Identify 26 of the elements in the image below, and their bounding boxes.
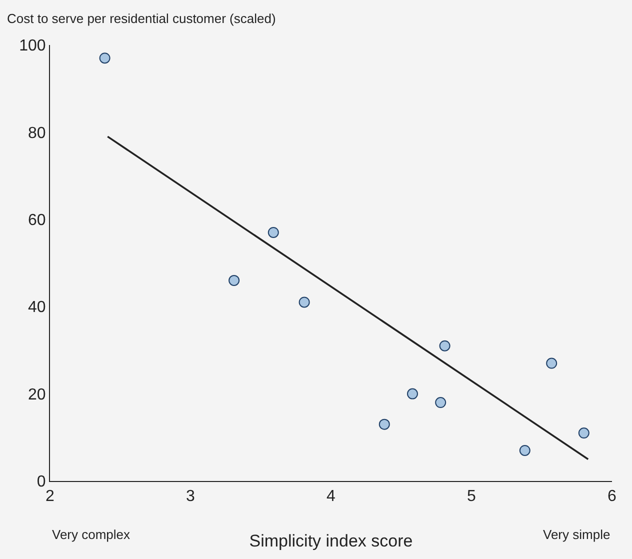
- y-tick-label: 40: [28, 299, 46, 316]
- point: [298, 296, 310, 308]
- point: [99, 52, 110, 64]
- point: [406, 388, 418, 400]
- text: Very complex: [52, 527, 131, 542]
- point: [519, 444, 530, 456]
- y-tick-label: 20: [28, 386, 46, 404]
- x-tick-label: 2: [46, 488, 55, 506]
- x-tick-label: 5: [467, 488, 476, 506]
- point: [578, 428, 590, 439]
- text: Very simple: [543, 527, 610, 542]
- y-tick-label: 60: [28, 212, 46, 229]
- y-axis-title: Cost to serve per residential customer (scaled): [7, 11, 276, 26]
- y-tick-label: 0: [36, 474, 46, 491]
- x-tick-label: 6: [608, 488, 617, 506]
- x-tick-label: 4: [326, 488, 336, 506]
- x-tick-label: 3: [186, 488, 196, 506]
- y-tick-label: 80: [28, 124, 46, 142]
- y-tick-label: 100: [19, 38, 46, 55]
- x-axis-title: Simplicity index score: [249, 532, 413, 551]
- point: [228, 274, 240, 286]
- point: [268, 226, 279, 238]
- point: [435, 397, 446, 408]
- point: [378, 418, 390, 430]
- point: [439, 340, 450, 352]
- point: [546, 358, 558, 369]
